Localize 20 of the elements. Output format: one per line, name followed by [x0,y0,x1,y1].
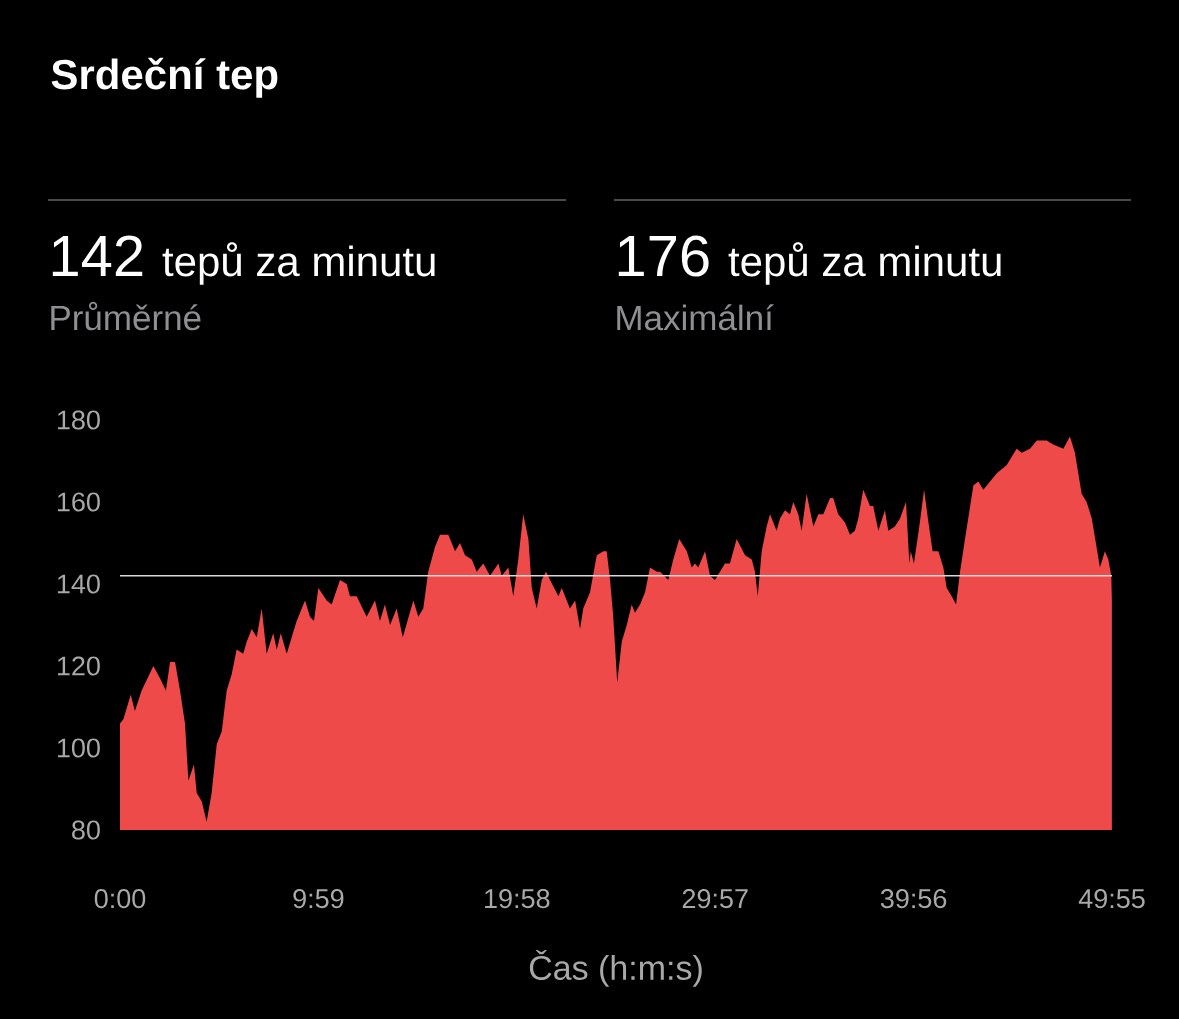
x-tick-label: 29:57 [682,889,748,909]
x-tick-label: 9:59 [293,889,344,909]
y-tick-label: 80 [72,820,100,840]
y-tick-label: 160 [57,492,100,512]
text: 176 [618,235,709,277]
x-tick-label: 19:58 [485,889,550,909]
x-axis-title: Čas (h:m:s) [529,949,702,987]
text: tepů za minutu [728,242,1001,285]
text: Maximální [617,304,774,331]
x-tick-label: 39:56 [880,889,947,909]
y-tick-label: 180 [57,410,100,430]
y-tick-label: 120 [57,656,100,676]
chart-title: Srdeční tep [51,57,278,98]
text: 142 [52,235,143,276]
x-tick-label: 49:55 [1078,889,1145,909]
y-tick-label: 140 [57,574,100,594]
y-tick-label: 100 [57,738,100,758]
text: tepů za minutu [162,242,435,285]
x-tick-label: 0:00 [94,889,146,909]
text: Průměrné [51,301,201,331]
